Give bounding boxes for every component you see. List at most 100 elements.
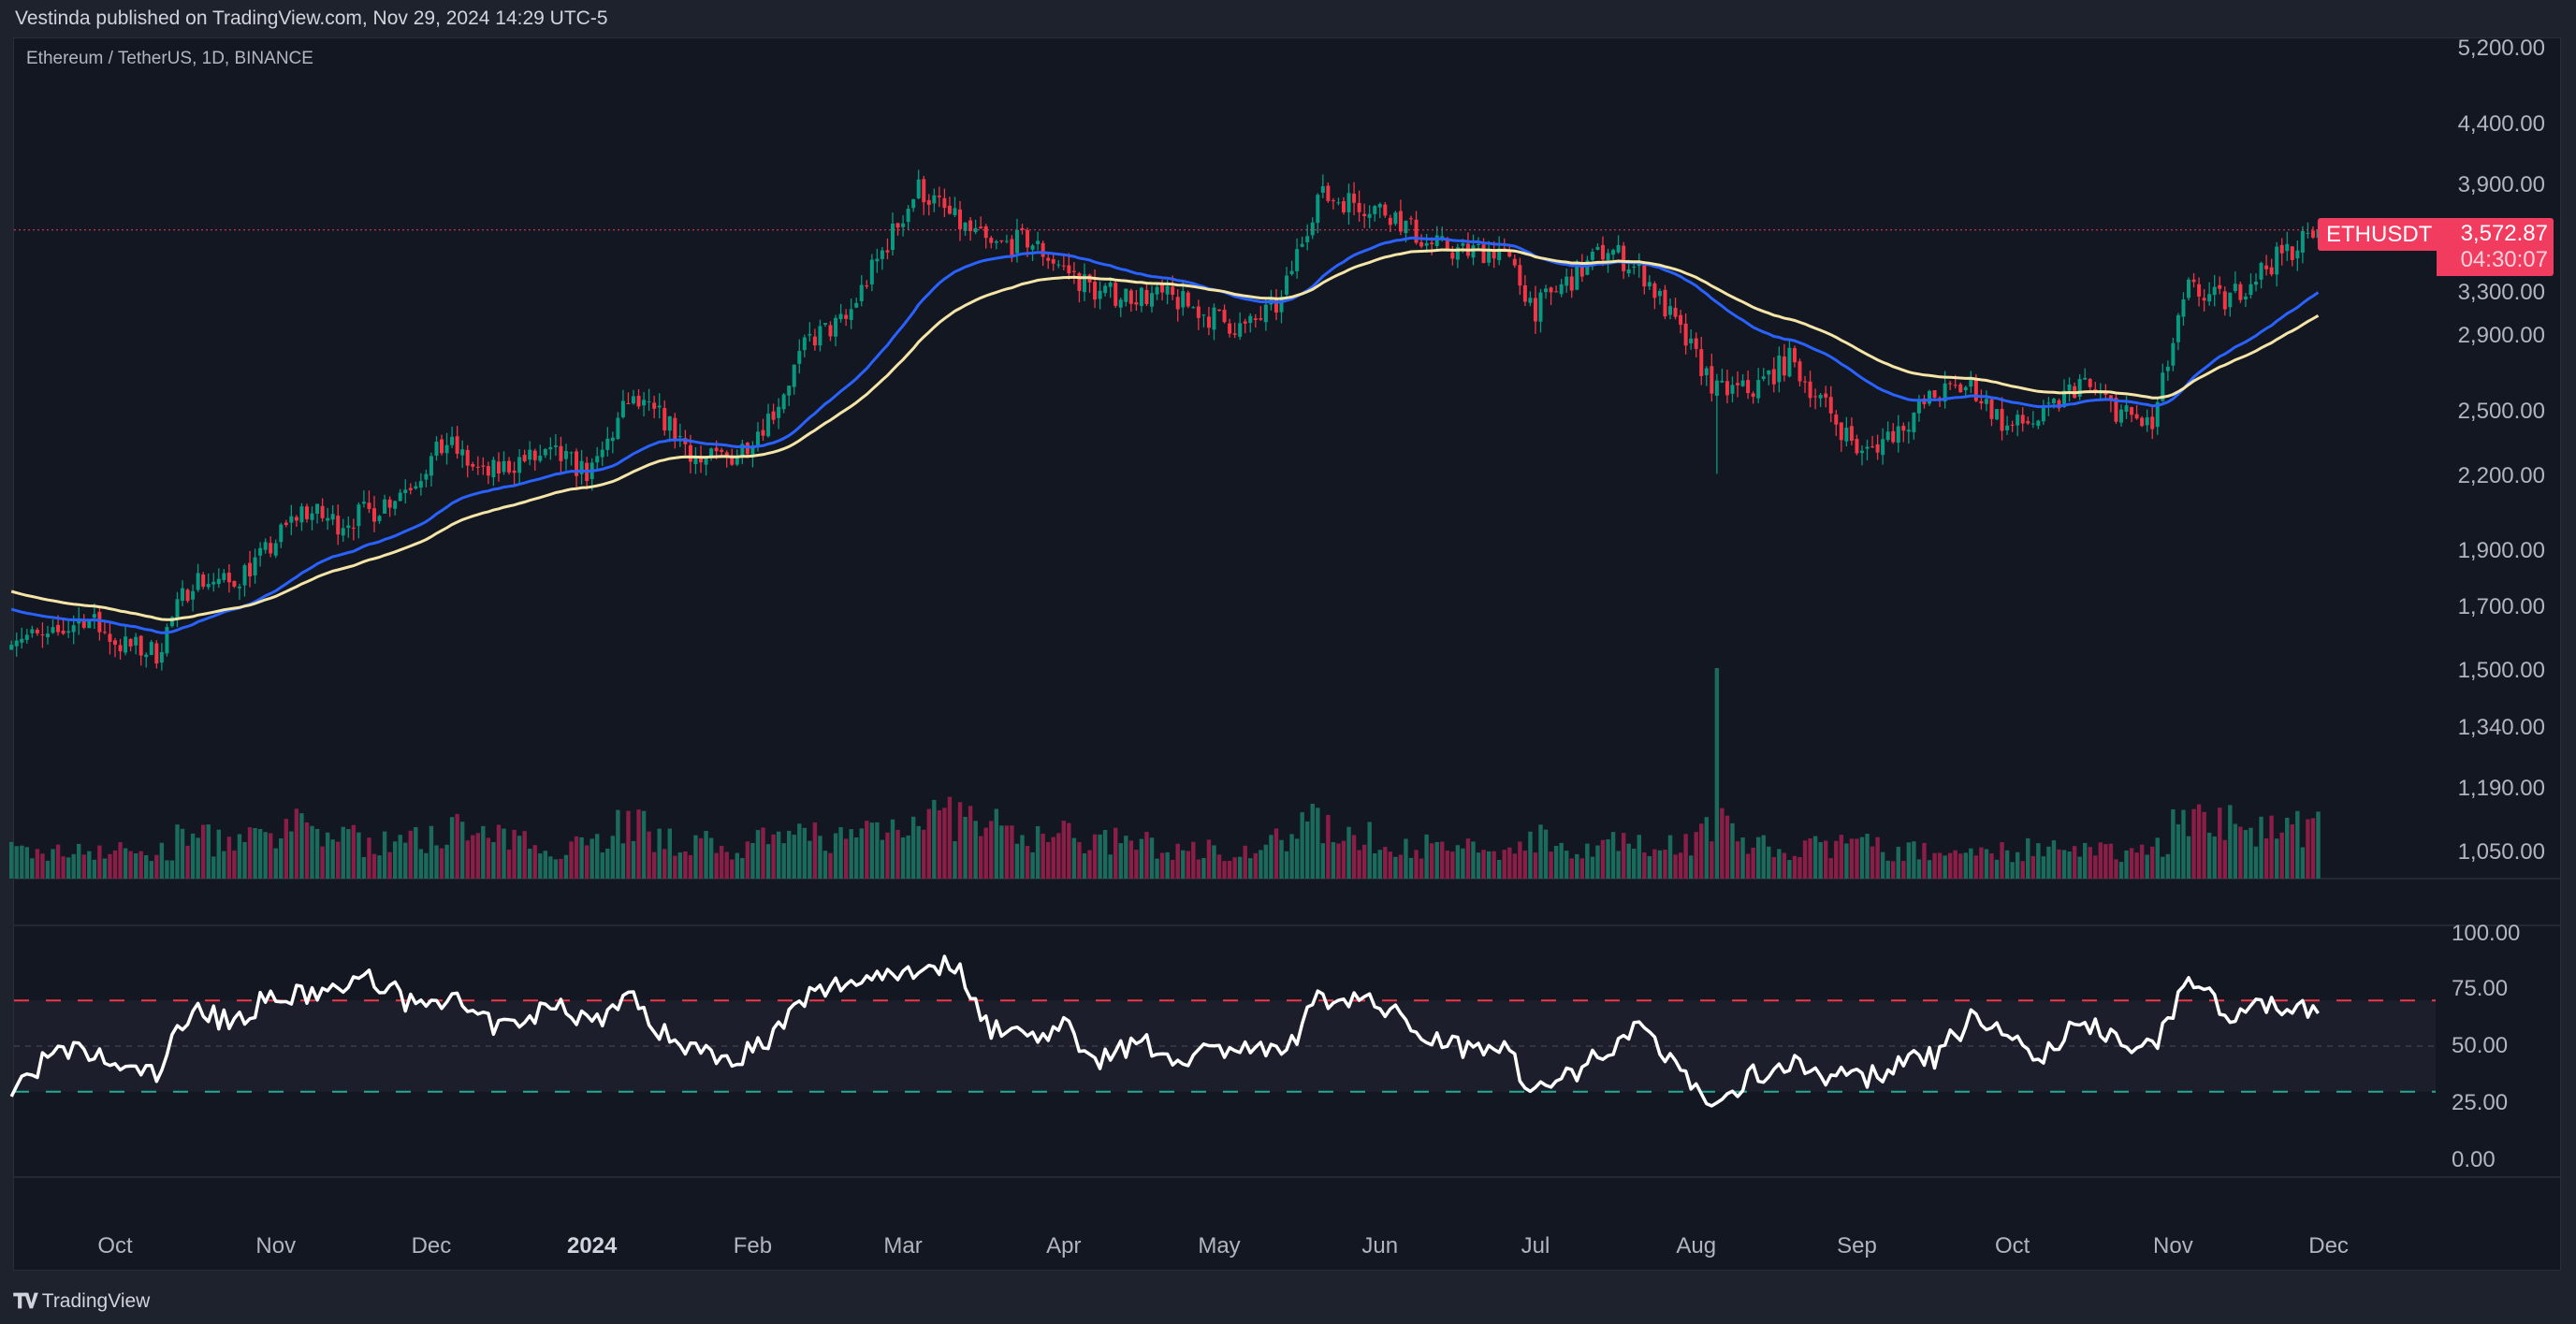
volume-bar	[387, 851, 392, 879]
time-tick-label: May	[1198, 1233, 1241, 1259]
candle-body	[108, 633, 112, 642]
candle-body	[1963, 386, 1968, 391]
volume-bar	[978, 836, 983, 879]
volume-bar	[812, 822, 818, 879]
candle-body	[361, 502, 366, 504]
volume-bar	[2269, 815, 2274, 879]
volume-bar	[1818, 842, 1823, 879]
candle-body	[2171, 342, 2176, 366]
candle-body	[2036, 420, 2041, 427]
volume-bar	[865, 821, 869, 879]
volume-bar	[1621, 833, 1626, 879]
candle-body	[1259, 318, 1263, 320]
volume-bar	[1528, 831, 1533, 879]
volume-bar	[1014, 843, 1020, 879]
candle-body	[1383, 204, 1388, 216]
candle-body	[1041, 242, 1045, 257]
volume-bar	[1046, 841, 1051, 879]
candle-body	[859, 284, 864, 301]
volume-bar	[538, 853, 543, 879]
volume-bar	[14, 846, 19, 879]
volume-bar	[740, 858, 745, 879]
volume-bar	[818, 836, 822, 879]
volume-bar	[859, 828, 864, 879]
candle-body	[1373, 206, 1377, 214]
candle-body	[812, 336, 817, 346]
volume-bar	[112, 850, 118, 879]
candle-body	[1512, 258, 1517, 266]
candle-body	[1885, 431, 1890, 441]
volume-bar	[906, 835, 910, 879]
candle-body	[528, 449, 532, 460]
volume-bar	[314, 828, 320, 879]
volume-bar	[895, 829, 900, 879]
candle-body	[875, 258, 880, 262]
candle-body	[1522, 284, 1527, 302]
price-tick-label: 1,340.00	[2457, 715, 2545, 741]
volume-bar	[242, 841, 247, 879]
volume-bar	[1377, 850, 1382, 879]
volume-bar	[51, 849, 55, 879]
volume-bar	[1932, 852, 1937, 879]
volume-bar	[2030, 855, 2035, 879]
candle-body	[1336, 202, 1341, 204]
volume-bar	[1259, 850, 1263, 879]
volume-bar	[1885, 860, 1890, 879]
candle-body	[2300, 230, 2305, 253]
volume-bar	[1663, 850, 1667, 879]
volume-bar	[973, 821, 978, 879]
volume-bar	[771, 834, 776, 879]
candle-body	[149, 642, 153, 655]
volume-bar	[92, 859, 97, 879]
volume-bar	[2108, 843, 2114, 879]
candle-body	[1600, 244, 1605, 260]
rsi-band-fill	[14, 1000, 2436, 1092]
candle-body	[2259, 262, 2263, 280]
candle-body	[2228, 292, 2233, 308]
candle-body	[1865, 446, 1870, 449]
candle-body	[424, 473, 429, 480]
volume-bar	[506, 850, 512, 879]
volume-bar	[1326, 814, 1331, 879]
price-tick-label: 2,200.00	[2457, 463, 2545, 489]
candle-body	[1108, 283, 1113, 287]
volume-bar	[1839, 835, 1844, 879]
volume-bar	[175, 824, 180, 879]
volume-bar	[1429, 843, 1434, 879]
candle-body	[849, 309, 853, 320]
candle-body	[191, 590, 196, 600]
candle-body	[1404, 220, 1408, 234]
volume-bar	[1492, 851, 1496, 879]
candle-body	[569, 452, 574, 454]
volume-bar	[118, 842, 123, 879]
candle-body	[662, 408, 667, 431]
volume-bar	[2046, 846, 2051, 879]
volume-bar	[1149, 837, 1155, 879]
volume-bar	[1901, 861, 1906, 879]
candle-body	[460, 449, 465, 456]
volume-bar	[1316, 807, 1320, 879]
volume-bar	[900, 837, 906, 879]
volume-bar	[833, 833, 838, 879]
footer[interactable]: 𝐓𝐕 TradingView	[13, 1289, 150, 1314]
candle-body	[605, 438, 610, 450]
candle-body	[1077, 272, 1082, 291]
volume-bar	[916, 825, 921, 879]
candle-body	[1725, 381, 1729, 396]
volume-bar	[890, 819, 895, 879]
volume-bar	[1777, 849, 1782, 879]
volume-bar	[1891, 861, 1896, 879]
volume-bar	[1206, 839, 1212, 879]
candle-body	[963, 222, 968, 231]
volume-bar	[1237, 856, 1243, 879]
candle-body	[2083, 377, 2088, 380]
candle-body	[657, 405, 662, 408]
candle-body	[346, 525, 351, 529]
candle-body	[1434, 235, 1439, 246]
volume-bar	[953, 840, 957, 879]
volume-bar	[574, 836, 579, 879]
candle-body	[1014, 229, 1019, 254]
candle-body	[1855, 439, 1859, 454]
volume-bar	[81, 854, 86, 879]
